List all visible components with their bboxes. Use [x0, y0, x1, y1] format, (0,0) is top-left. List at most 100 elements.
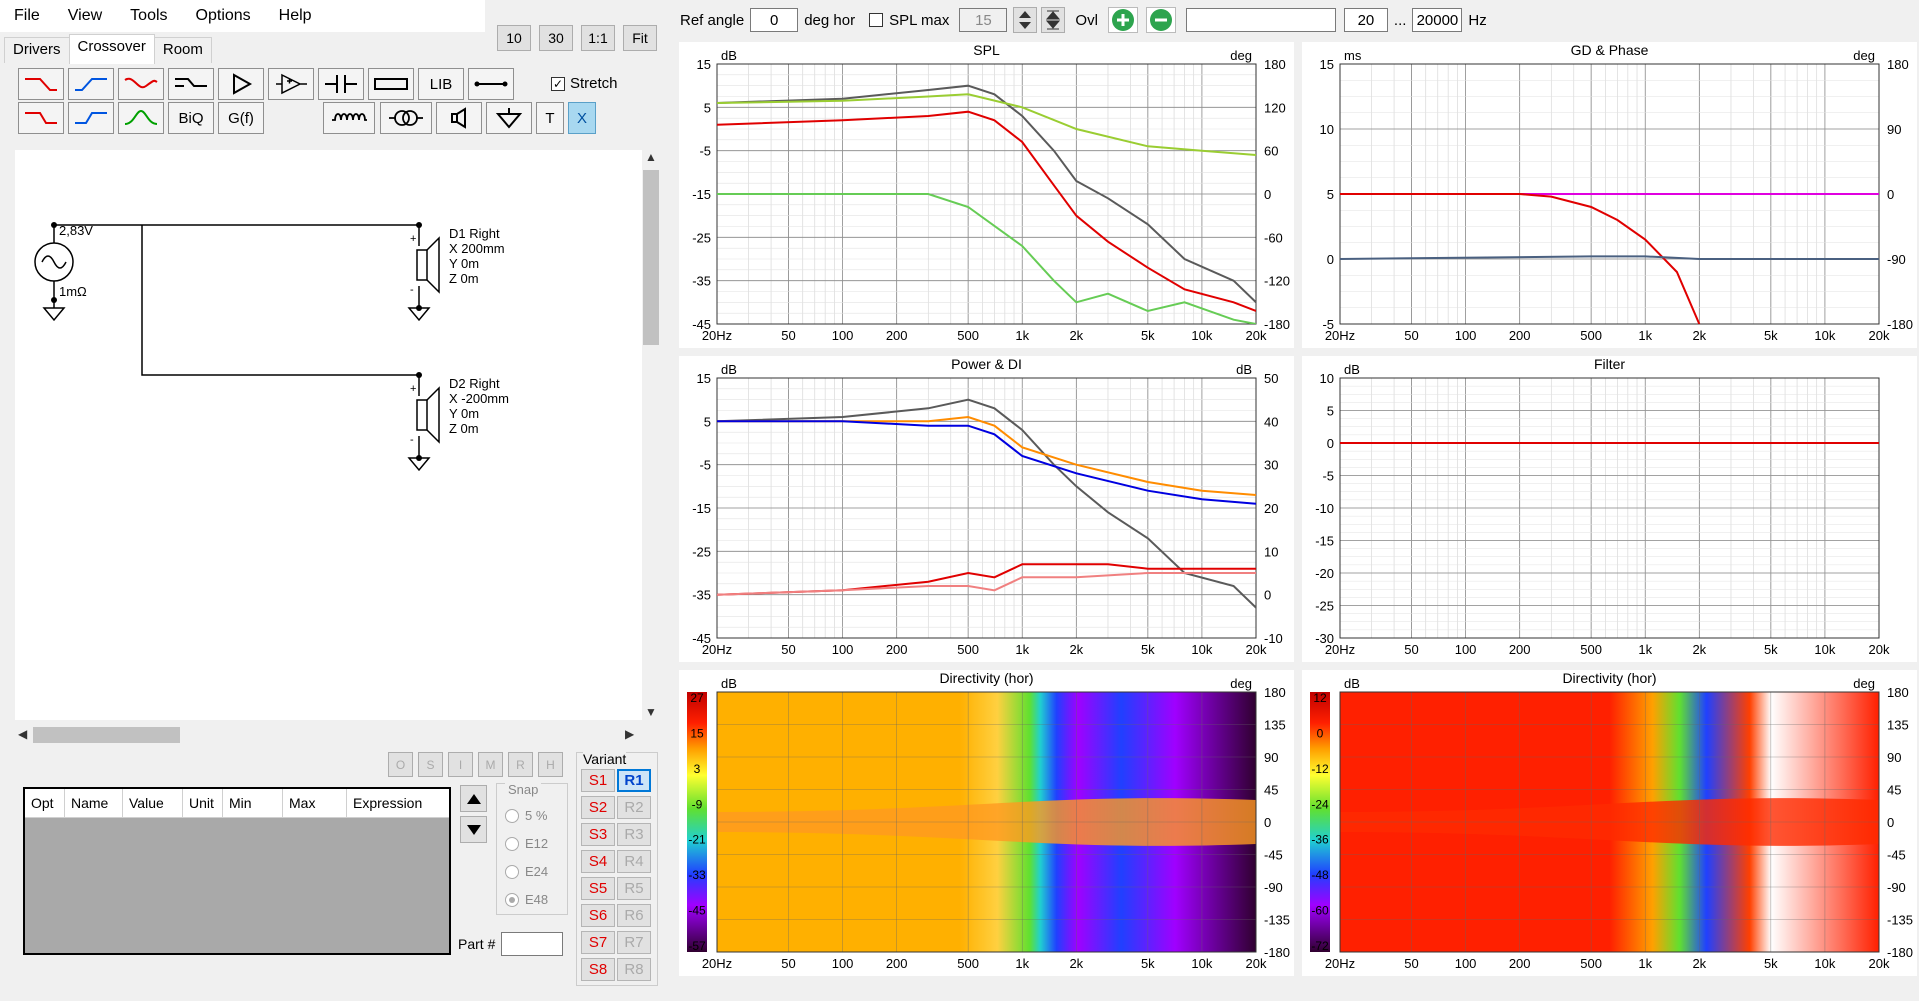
transformer-button[interactable]	[380, 102, 432, 134]
variant-r1-button[interactable]: R1	[617, 769, 651, 792]
opt-o-button[interactable]: O	[388, 752, 413, 777]
shelf-button[interactable]	[168, 68, 214, 100]
variant-s5-button[interactable]: S5	[581, 877, 615, 900]
scroll-right-icon[interactable]: ▶	[625, 727, 635, 741]
y2-tick-label: 45	[1887, 783, 1901, 798]
capacitor-button[interactable]	[318, 68, 364, 100]
opt-h-button[interactable]: H	[538, 752, 563, 777]
col-unit[interactable]: Unit	[183, 789, 223, 817]
variant-s3-button[interactable]: S3	[581, 823, 615, 846]
overlay-name-input[interactable]	[1185, 8, 1336, 32]
zoom-fit-button[interactable]: Fit	[623, 25, 657, 51]
freq-min-input[interactable]: 20	[1343, 8, 1388, 32]
biquad-button[interactable]: BiQ	[168, 102, 214, 134]
scroll-down-icon[interactable]: ▼	[645, 705, 657, 719]
tab-drivers[interactable]: Drivers	[4, 37, 70, 63]
schematic-canvas[interactable]: + - + - 2,83V 1mΩ D1 Right X 200mm Y 0m …	[15, 150, 642, 720]
variant-r8-button[interactable]: R8	[617, 958, 651, 981]
variant-s4-button[interactable]: S4	[581, 850, 615, 873]
gain-button[interactable]	[218, 68, 264, 100]
menu-options[interactable]: Options	[195, 7, 251, 24]
wire-button[interactable]	[468, 68, 514, 100]
driver2-name[interactable]: D2 Right	[449, 376, 500, 391]
col-min[interactable]: Min	[223, 789, 283, 817]
variant-s2-button[interactable]: S2	[581, 796, 615, 819]
scroll-up-icon[interactable]: ▲	[645, 150, 657, 164]
spl-range-button[interactable]	[1041, 7, 1066, 33]
snap-e12-option[interactable]: E12	[505, 836, 548, 851]
freq-max-input[interactable]: 20000	[1412, 8, 1463, 32]
power-di-chart[interactable]: Power & DI dB dB 20Hz 50 100 200 500 1k 2k 5k 10k 20…	[679, 356, 1294, 662]
tab-room[interactable]: Room	[153, 37, 212, 63]
variant-r3-button[interactable]: R3	[617, 823, 651, 846]
zoom-30-button[interactable]: 30	[539, 25, 573, 51]
variant-s7-button[interactable]: S7	[581, 931, 615, 954]
menu-help[interactable]: Help	[278, 7, 312, 24]
allpass-button[interactable]	[118, 68, 164, 100]
opt-m-button[interactable]: M	[478, 752, 503, 777]
delete-button[interactable]: X	[568, 102, 596, 134]
inductor-button[interactable]	[323, 102, 375, 134]
directivity-chart-1[interactable]: Directivity (hor) dB deg 20Hz 50 100 200 500 1k 2…	[679, 670, 1294, 976]
col-max[interactable]: Max	[283, 789, 347, 817]
scroll-left-icon[interactable]: ◀	[18, 727, 28, 741]
variant-r2-button[interactable]: R2	[617, 796, 651, 819]
x-tick-label: 2k	[1692, 642, 1706, 657]
filter-chart[interactable]: Filter dB 20Hz 50 100 200 500 1k 2k 5k 10k 20k 10 5 0-…	[1302, 356, 1917, 662]
tab-crossover[interactable]: Crossover	[68, 34, 155, 64]
spl-chart[interactable]: SPL dB deg 20Hz 50 100 200 500 1k 2k 5k 10k 20k 15 5 -5…	[679, 42, 1294, 348]
move-down-button[interactable]	[460, 816, 487, 843]
driver-button[interactable]	[436, 102, 482, 134]
spl-updown-button[interactable]	[1013, 7, 1038, 33]
stretch-checkbox[interactable]: ✓ Stretch	[551, 75, 618, 92]
snap-5pct-option[interactable]: 5 %	[505, 808, 547, 823]
resistor-button[interactable]	[368, 68, 414, 100]
remove-overlay-button[interactable]	[1145, 7, 1176, 33]
snap-e48-option[interactable]: E48	[505, 892, 548, 907]
highpass-2-button[interactable]	[68, 102, 114, 134]
menu-file[interactable]: File	[14, 7, 40, 24]
variant-r6-button[interactable]: R6	[617, 904, 651, 927]
opt-r-button[interactable]: R	[508, 752, 533, 777]
lowpass-1-button[interactable]	[18, 68, 64, 100]
buffer-button[interactable]	[268, 68, 314, 100]
col-expression[interactable]: Expression	[353, 795, 423, 811]
col-opt[interactable]: Opt	[25, 789, 65, 817]
directivity-chart-2[interactable]: Directivity (hor) dB deg 20Hz 50 100 200 500 1k 2…	[1302, 670, 1917, 976]
snap-e12-label: E12	[525, 836, 549, 851]
parameter-table[interactable]: Opt Name Value Unit Min Max Expression	[23, 787, 451, 955]
ref-angle-input[interactable]: 0	[750, 8, 799, 32]
menu-view[interactable]: View	[67, 7, 103, 24]
col-name[interactable]: Name	[65, 789, 123, 817]
gd-phase-chart[interactable]: GD & Phase ms deg 20Hz 50 100 200 500 1k 2k 5k 10k 2…	[1302, 42, 1917, 348]
variant-s6-button[interactable]: S6	[581, 904, 615, 927]
add-overlay-button[interactable]	[1107, 7, 1138, 33]
text-button[interactable]: T	[536, 102, 564, 134]
zoom-10-button[interactable]: 10	[497, 25, 531, 51]
part-input[interactable]	[501, 932, 564, 956]
driver1-name[interactable]: D1 Right	[449, 226, 500, 241]
variant-r5-button[interactable]: R5	[617, 877, 651, 900]
spl-max-input[interactable]: 15	[959, 8, 1008, 32]
opt-s-button[interactable]: S	[418, 752, 443, 777]
highpass-1-button[interactable]	[68, 68, 114, 100]
variant-s8-button[interactable]: S8	[581, 958, 615, 981]
opt-i-button[interactable]: I	[448, 752, 473, 777]
spl-max-checkbox[interactable]	[869, 13, 884, 27]
move-up-button[interactable]	[460, 785, 487, 812]
bandpass-button[interactable]	[118, 102, 164, 134]
variant-r7-button[interactable]: R7	[617, 931, 651, 954]
schematic-horizontal-scroll-thumb[interactable]	[33, 727, 180, 743]
zoom-1to1-button[interactable]: 1:1	[581, 25, 615, 51]
schematic-vertical-scroll-thumb[interactable]	[643, 170, 659, 345]
lowpass-2-button[interactable]	[18, 102, 64, 134]
col-value[interactable]: Value	[123, 789, 183, 817]
y2-tick-label: -90	[1887, 880, 1906, 895]
menu-tools[interactable]: Tools	[130, 7, 168, 24]
snap-e24-option[interactable]: E24	[505, 864, 548, 879]
ground-button[interactable]	[486, 102, 532, 134]
library-button[interactable]: LIB	[418, 68, 464, 100]
variant-r4-button[interactable]: R4	[617, 850, 651, 873]
transfer-function-button[interactable]: G(f)	[218, 102, 264, 134]
variant-s1-button[interactable]: S1	[581, 769, 615, 792]
